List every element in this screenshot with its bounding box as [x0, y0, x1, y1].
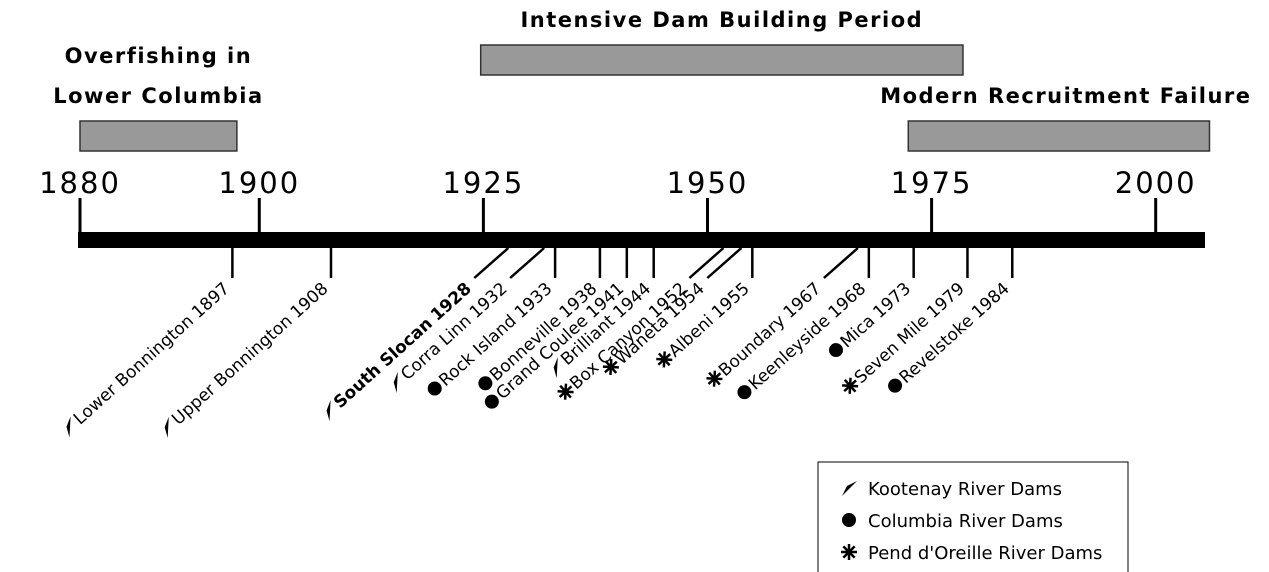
dam-leader	[706, 247, 743, 279]
pend-oreille-symbol	[557, 383, 574, 400]
kootenay-symbol	[842, 481, 857, 496]
year-label: 1880	[39, 166, 121, 200]
period-label: Lower Columbia	[53, 84, 263, 108]
dam-leader	[473, 247, 510, 279]
period-label: Modern Recruitment Failure	[880, 84, 1251, 108]
pend-oreille-symbol	[842, 377, 859, 394]
legend-label: Kootenay River Dams	[868, 479, 1062, 500]
kootenay-symbol	[326, 400, 331, 422]
period-bar	[907, 120, 1211, 152]
period-bar	[79, 120, 238, 152]
columbia-symbol	[427, 381, 442, 396]
pend-oreille-symbol	[841, 544, 857, 560]
dam-text: Lower Bonnington1897	[70, 279, 234, 429]
star-ray	[848, 377, 852, 394]
legend-label: Columbia River Dams	[868, 511, 1063, 532]
dam-year: 1897	[188, 279, 234, 323]
period-label: Overfishing in	[65, 44, 253, 68]
pend-oreille-symbol	[656, 351, 673, 368]
dam-year: 1973	[869, 279, 915, 323]
dam-year: 1908	[287, 279, 333, 323]
dam-label: Upper Bonnington1908	[164, 279, 332, 438]
columbia-symbol	[484, 394, 499, 409]
dam-leader	[509, 247, 545, 279]
axis-bar	[78, 232, 1205, 248]
year-label: 2000	[1115, 166, 1197, 200]
kootenay-symbol	[553, 357, 558, 379]
year-label: 1975	[891, 166, 973, 200]
pend-oreille-symbol	[706, 370, 723, 387]
year-label: 1925	[442, 166, 524, 200]
dam-leader	[688, 247, 725, 279]
legend-label: Pend d'Oreille River Dams	[868, 543, 1102, 564]
kootenay-symbol	[66, 416, 71, 438]
columbia-symbol	[478, 376, 493, 391]
dam-label: South Slocan1928	[326, 279, 476, 422]
kootenay-symbol	[164, 416, 169, 438]
columbia-symbol	[737, 385, 752, 400]
period-label: Intensive Dam Building Period	[520, 8, 923, 32]
year-label: 1900	[218, 166, 300, 200]
star-ray	[609, 358, 613, 376]
columbia-symbol	[842, 513, 856, 527]
columbia-symbol	[828, 343, 843, 358]
year-label: 1950	[667, 166, 749, 200]
pend-oreille-symbol	[602, 358, 619, 376]
star-ray	[563, 383, 568, 400]
legend-box	[817, 461, 1129, 572]
star-ray	[712, 370, 717, 387]
dam-year: 1955	[708, 279, 754, 323]
dam-leader	[823, 247, 859, 279]
dam-year: 1984	[968, 279, 1014, 323]
star-ray	[662, 351, 666, 368]
dam-text: Upper Bonnington1908	[168, 279, 332, 430]
star-ray	[842, 545, 856, 559]
dam-text: South Slocan1928	[330, 279, 476, 413]
dam-label: Lower Bonnington1897	[66, 279, 234, 438]
kootenay-symbol	[393, 371, 398, 394]
period-bar	[479, 44, 964, 76]
columbia-symbol	[888, 378, 903, 393]
